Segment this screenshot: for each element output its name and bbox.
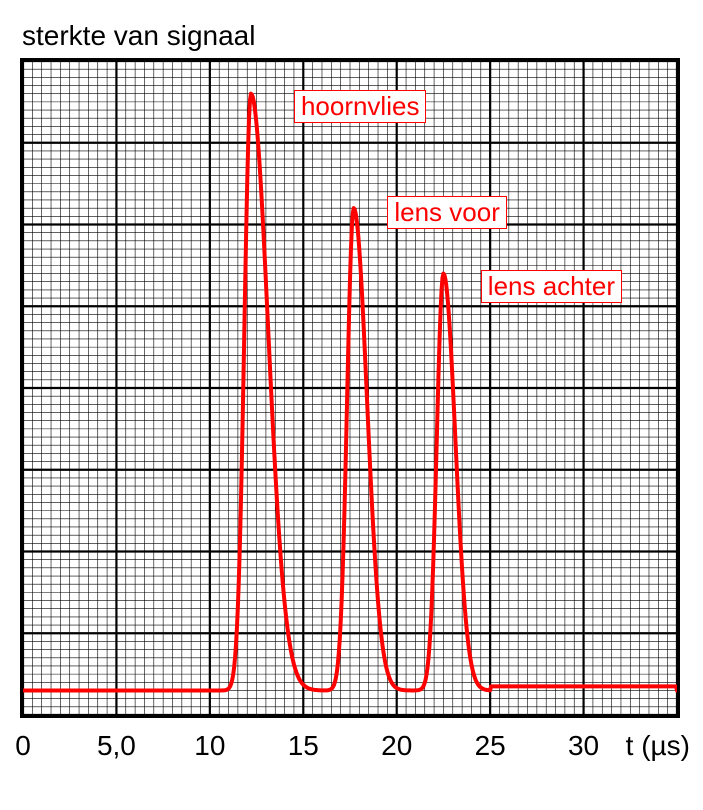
x-tick-label: 30	[568, 730, 599, 762]
x-tick-label: 5,0	[97, 730, 136, 762]
x-axis-title: t (µs)	[626, 730, 690, 762]
x-axis: t (µs) 05,01015202530	[20, 730, 680, 790]
plot-area: hoornvlies lens voor lens achter	[20, 58, 680, 718]
y-axis-title: sterkte van signaal	[22, 20, 683, 52]
x-tick-label: 25	[475, 730, 506, 762]
signal-chart: sterkte van signaal hoornvlies lens voor l…	[20, 20, 683, 790]
x-tick-label: 0	[15, 730, 31, 762]
peak-label: hoornvlies	[294, 90, 427, 123]
peak-label: lens voor	[387, 196, 507, 229]
x-tick-label: 10	[194, 730, 225, 762]
x-tick-label: 20	[381, 730, 412, 762]
x-tick-label: 15	[288, 730, 319, 762]
peak-label: lens achter	[481, 270, 622, 303]
